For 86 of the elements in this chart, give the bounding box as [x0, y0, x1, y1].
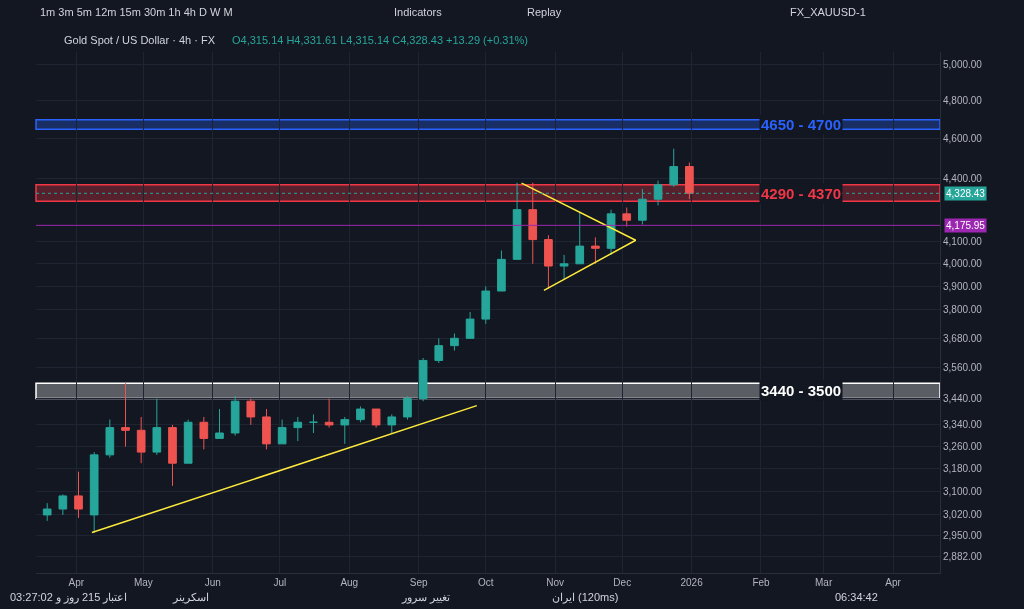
candlestick [199, 416, 209, 450]
text: FX_XAUUSD-1 [790, 6, 866, 18]
x-tick-label: Sep [409, 577, 428, 588]
x-tick-label: May [133, 577, 153, 588]
candlestick [58, 493, 68, 516]
x-tick-label: Aug [340, 577, 359, 588]
band-label: 4650 - 4700 [761, 116, 842, 133]
y-tick-label: 3,260.00 [943, 441, 983, 453]
y-tick-label: 3,100.00 [943, 486, 983, 498]
candlestick [669, 148, 679, 188]
candlestick [481, 285, 491, 325]
candlestick [450, 332, 459, 352]
candlestick [277, 419, 287, 445]
candlestick [528, 182, 538, 265]
y-tick-label: 3,440.00 [943, 393, 983, 405]
candlestick [74, 471, 83, 519]
band-label: 4290 - 4370 [761, 185, 842, 202]
y-tick-label: 3,020.00 [943, 509, 983, 521]
candlestick [246, 398, 256, 426]
candlestick [42, 502, 52, 522]
x-tick-label: Apr [68, 577, 85, 588]
candlestick [324, 398, 334, 429]
candlestick [293, 416, 303, 442]
y-tick-label: 4,800.00 [943, 95, 983, 107]
candlestick [465, 311, 475, 339]
y-tick-label: 3,340.00 [943, 419, 983, 431]
x-tick-label: Dec [613, 577, 632, 588]
y-tick-label: 3,180.00 [943, 463, 983, 475]
x-tick-label: Nov [546, 577, 565, 588]
candlestick [575, 211, 585, 265]
text: O4,315.14 H4,331.61 L4,315.14 C4,328.43 +13.29 (+0.31%) [232, 34, 529, 46]
y-tick-label: 3,800.00 [943, 304, 983, 316]
candlestick [215, 408, 224, 439]
candlestick [371, 408, 381, 429]
text: تغییر سرور [401, 591, 451, 604]
ref-line-label: 4,175.95 [946, 220, 986, 231]
y-tick-label: 5,000.00 [943, 58, 983, 70]
y-tick-label: 3,560.00 [943, 362, 983, 374]
candlestick [356, 405, 365, 423]
candlestick [685, 162, 694, 200]
candlestick [606, 209, 616, 256]
band-label: 3440 - 3500 [761, 382, 842, 399]
candlestick [136, 416, 146, 464]
candlestick [230, 395, 240, 437]
text: 06:34:42 [835, 591, 878, 603]
candlestick [105, 419, 115, 459]
x-tick-label: Apr [885, 577, 902, 588]
y-tick-label: 3,680.00 [943, 332, 983, 344]
candlestick [544, 234, 553, 290]
y-tick-label: 4,600.00 [943, 133, 983, 145]
chart-title: Gold Spot / US Dollar · 4h · FX [64, 34, 216, 46]
x-tick-label: 2026 [680, 577, 704, 588]
ref-line-label: 4,328.43 [946, 188, 986, 199]
x-tick-label: Jun [204, 577, 221, 588]
candlestick [434, 337, 444, 364]
y-tick-label: 4,000.00 [943, 258, 983, 270]
candlestick [387, 413, 397, 434]
candlestick [418, 357, 428, 402]
candlestick [622, 207, 632, 228]
text: Replay [527, 6, 562, 18]
x-tick-label: Jul [273, 577, 287, 588]
candlestick [340, 416, 350, 445]
candlestick [559, 254, 569, 281]
candlestick [183, 419, 193, 464]
text: 1m 3m 5m 12m 15m 30m 1h 4h D W M [40, 6, 233, 18]
candlestick [403, 395, 412, 421]
candlestick [89, 451, 99, 534]
candlestick [152, 398, 162, 456]
x-tick-label: Mar [815, 577, 833, 588]
candlestick [121, 382, 130, 448]
x-tick-label: Feb [752, 577, 771, 588]
y-tick-label: 3,900.00 [943, 280, 983, 292]
y-tick-label: 4,400.00 [943, 173, 983, 185]
candlestick [309, 413, 318, 434]
text: اسکرینر [172, 591, 209, 604]
y-tick-label: 2,882.00 [943, 551, 983, 563]
text: Indicators [394, 6, 443, 18]
text: اعتبار 215 روز و 03:27:02 [10, 591, 128, 604]
y-tick-label: 2,950.00 [943, 530, 983, 542]
y-tick-label: 4,100.00 [943, 236, 983, 248]
candlestick [262, 408, 271, 450]
text: ایران (120ms) [552, 591, 619, 604]
candlestick [497, 250, 506, 292]
candlestick [591, 236, 600, 265]
x-tick-label: Oct [477, 577, 494, 588]
candlestick [168, 424, 177, 487]
